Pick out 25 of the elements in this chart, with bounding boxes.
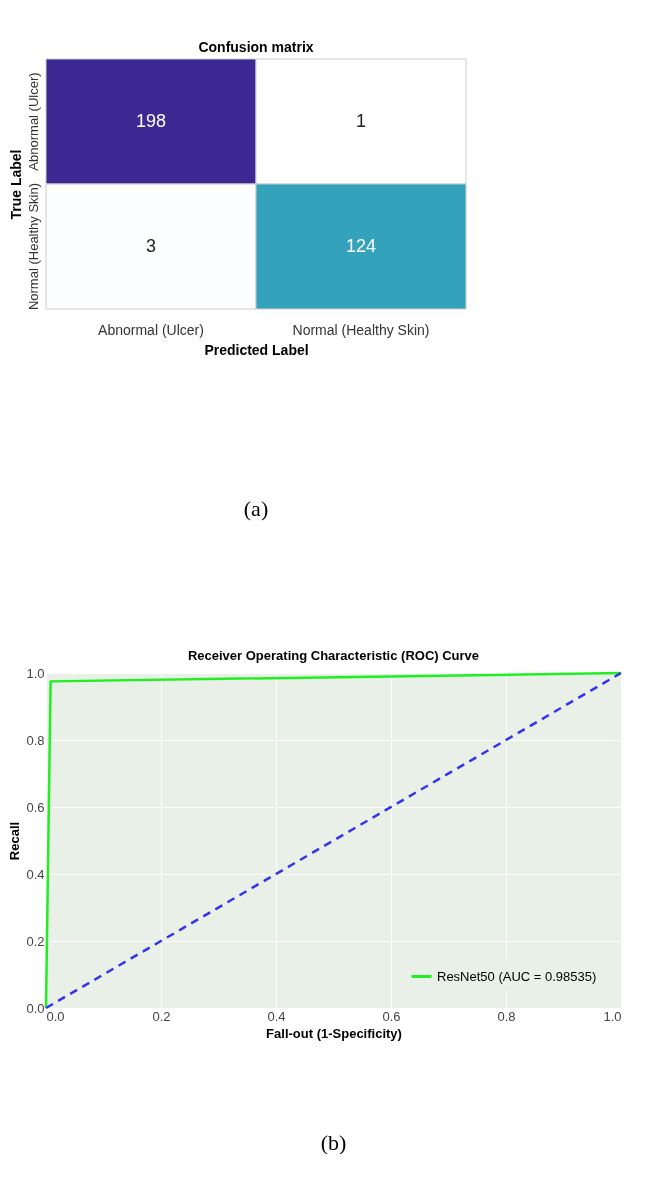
x-tick-label: 0.2: [152, 1008, 171, 1024]
x-axis-title: Predicted Label: [204, 341, 309, 358]
y-axis-title: Recall: [7, 821, 23, 861]
legend-label: ResNet50 (AUC = 0.98535): [437, 968, 597, 984]
text: (b): [320, 1130, 347, 1155]
chart-title: Receiver Operating Characteristic (ROC) Curve: [187, 648, 480, 663]
y-tick-label: 0.6: [26, 799, 45, 815]
y-tick-label: Abnormal (Ulcer): [25, 72, 41, 171]
data-label: 3: [145, 235, 157, 256]
x-tick-label: 0.8: [497, 1008, 516, 1024]
y-tick-label: 0.4: [26, 866, 45, 882]
y-tick-label: 1.0: [26, 665, 45, 681]
x-tick-label: 0.6: [382, 1008, 401, 1024]
data-label: 198: [135, 110, 167, 131]
x-tick-label: 1.0: [603, 1008, 622, 1024]
y-tick-label: 0.8: [26, 732, 45, 748]
x-tick-label: 0.4: [267, 1008, 286, 1024]
data-label: 1: [355, 110, 367, 131]
y-axis-title: True Label: [7, 149, 24, 220]
x-tick-label: 0.0: [46, 1008, 65, 1024]
chart-title: Confusion matrix: [198, 38, 314, 55]
text: (a): [243, 496, 269, 521]
data-label: 124: [345, 235, 377, 256]
x-axis-title: Fall-out (1-Specificity): [266, 1025, 402, 1041]
y-tick-label: 0.2: [26, 933, 45, 949]
